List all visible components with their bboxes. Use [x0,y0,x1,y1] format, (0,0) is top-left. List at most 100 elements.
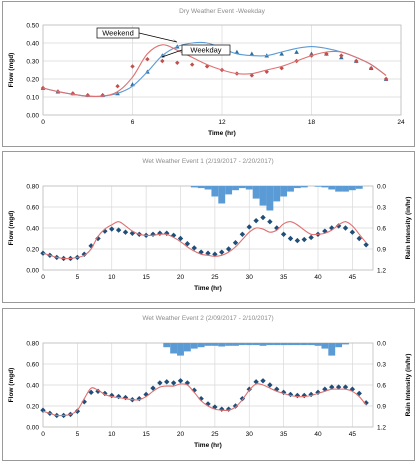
annotation-box [96,27,140,39]
flow-marker-diamond [100,93,105,98]
flow-marker-triangle [249,51,255,56]
rain-bar [252,343,260,346]
rain-bar [259,186,267,206]
rain-bar [273,186,281,202]
rain-bar [204,343,212,346]
wet-weather-event-1-panel: Wet Weather Event 1 (2/19/2017 - 2/20/20… [2,151,415,303]
annotation-arrow [161,49,183,58]
flow-marker-diamond [363,242,369,248]
y-tick-label: 0.50 [26,22,39,29]
flow-marker-diamond [232,240,239,246]
flow-marker-diamond [115,84,120,89]
rain-bar [335,343,343,348]
flow-marker-diamond [184,241,191,247]
flow-marker-diamond [212,251,218,257]
annotation-label: Weekday [190,46,221,55]
flow-marker-diamond [280,231,287,237]
flow-marker-diamond [109,226,115,232]
flow-marker-diamond [267,219,273,225]
rain-bar [170,343,178,354]
flow-marker-diamond [349,229,356,235]
x-tick-label: 6 [131,119,135,126]
y2-tick-label: 0.6 [377,225,386,232]
x-tick-label: 30 [246,274,254,281]
flow-marker-diamond [150,231,156,237]
x-axis-label: Time (hr) [194,442,222,449]
flow-marker-diamond [191,387,197,393]
flow-marker-diamond [136,395,142,402]
y2-axis-label: Rain Intensity (in/hr) [405,354,412,417]
x-tick-label: 5 [76,274,80,281]
flow-marker-diamond [177,378,184,384]
flow-marker-diamond [335,384,342,390]
y2-tick-label: 0.3 [377,361,386,368]
flow-marker-diamond [198,395,204,402]
flow-marker-diamond [164,230,170,236]
flow-marker-diamond [88,389,94,396]
x-tick-label: 0 [41,119,45,126]
flow-marker-diamond [129,230,136,236]
annotation-arrowhead [173,39,177,42]
flow-marker-diamond [246,386,252,392]
y-tick-label: 0.00 [26,267,39,274]
flow-marker-diamond [339,53,344,58]
rain-bar [342,186,349,192]
rain-bar [204,186,212,190]
x-tick-label: 5 [76,431,80,438]
flow-marker-diamond [102,390,108,397]
x-tick-label: 15 [143,431,151,438]
rain-bar [197,343,205,348]
flow-marker-diamond [354,58,359,64]
rain-bar [300,343,308,346]
rain-bar [328,186,336,190]
flow-marker-diamond [204,64,210,69]
x-tick-label: 40 [314,274,322,281]
y-tick-label: 0.80 [26,340,39,347]
rain-bar [238,343,246,346]
x-tick-label: 24 [397,119,405,126]
x-tick-label: 10 [108,274,116,281]
flow-marker-diamond [157,380,163,386]
x-tick-label: 25 [211,274,219,281]
annotation-box [181,44,231,56]
x-tick-label: 20 [177,431,185,438]
y2-tick-label: 1.2 [377,267,386,274]
flow-marker-triangle [234,49,240,54]
flow-marker-diamond [205,250,211,256]
flow-marker-diamond [260,214,266,221]
wet-weather-event-1-chart: Wet Weather Event 1 (2/19/2017 - 2/20/20… [8,158,412,292]
flow-marker-diamond [145,57,150,62]
y-tick-label: 0.60 [26,361,39,368]
x-tick-label: 15 [143,274,151,281]
rain-bar [190,343,198,349]
rain-bar [238,186,246,189]
flow-marker-diamond [249,73,255,78]
rain-bar [225,186,233,195]
rain-bar [259,343,267,346]
flow-marker-diamond [225,406,232,412]
x-tick-label: 18 [308,119,316,126]
chart-title: Dry Weather Event -Weekday [179,8,265,15]
rain-bar [314,343,322,346]
flow-marker-diamond [267,382,273,388]
rain-bar [355,186,363,189]
flow-marker-diamond [212,404,218,410]
flow-marker-diamond [264,69,269,74]
flow-line [42,221,367,260]
x-tick-label: 45 [349,431,357,438]
dry-weather-chart: Dry Weather Event -Weekday 0.00 0.10 0.20 0.… [8,8,405,137]
chart-title: Wet Weather Event 2 (2/09/2017 - 2/10/20… [142,315,273,322]
rain-bar [163,343,171,348]
flow-marker-triangle [294,49,299,54]
flow-line [42,383,367,417]
flow-marker-diamond [150,385,156,391]
y2-tick-label: 1.2 [377,424,386,431]
rain-bar [232,343,239,346]
y-tick-label: 0.60 [26,204,39,211]
rain-bar [266,186,274,211]
wet-weather-event-2-chart: Wet Weather Event 2 (2/09/2017 - 2/10/20… [8,315,412,449]
flow-marker-diamond [157,230,163,236]
rain-bar [300,186,308,188]
x-tick-label: 45 [349,274,357,281]
y-axis-label: Flow (mgd) [8,211,15,246]
